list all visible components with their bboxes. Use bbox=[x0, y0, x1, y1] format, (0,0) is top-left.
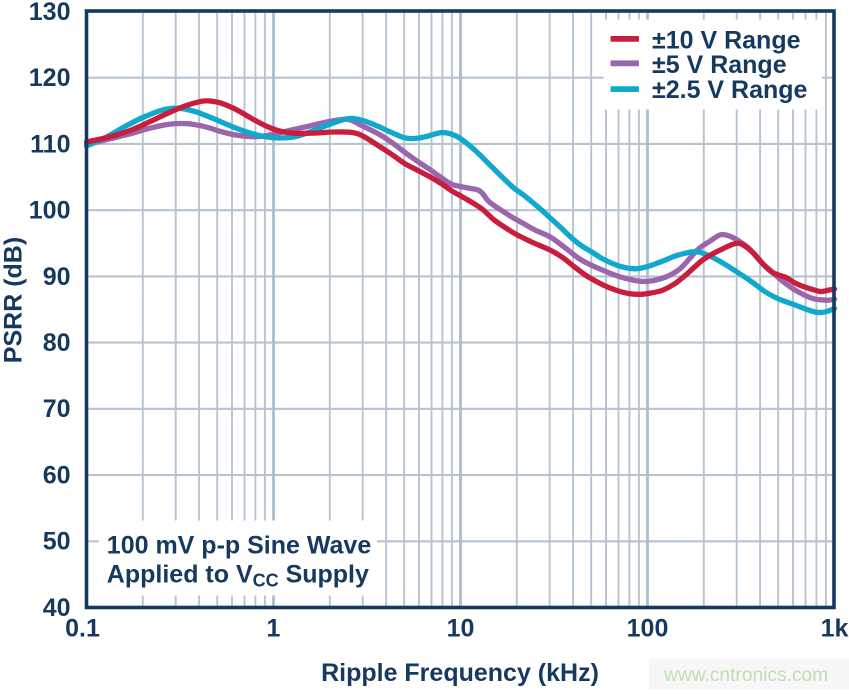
svg-text:±2.5 V Range: ±2.5 V Range bbox=[652, 76, 808, 104]
svg-text:±5 V Range: ±5 V Range bbox=[652, 51, 787, 79]
svg-text:100: 100 bbox=[627, 615, 669, 643]
svg-text:www.cntronics.com: www.cntronics.com bbox=[663, 665, 828, 686]
svg-text:Ripple Frequency (kHz): Ripple Frequency (kHz) bbox=[321, 659, 599, 687]
svg-text:±10 V Range: ±10 V Range bbox=[652, 26, 801, 54]
svg-text:60: 60 bbox=[43, 462, 71, 490]
svg-text:40: 40 bbox=[43, 594, 71, 622]
svg-text:70: 70 bbox=[43, 395, 71, 423]
svg-text:10: 10 bbox=[447, 615, 475, 643]
svg-text:Applied to VCC Supply: Applied to VCC Supply bbox=[107, 561, 369, 591]
svg-text:100: 100 bbox=[29, 197, 71, 225]
svg-text:1k: 1k bbox=[821, 615, 849, 643]
svg-text:0.1: 0.1 bbox=[65, 615, 100, 643]
svg-text:120: 120 bbox=[29, 64, 71, 92]
svg-text:50: 50 bbox=[43, 528, 71, 556]
svg-text:90: 90 bbox=[43, 263, 71, 291]
svg-text:130: 130 bbox=[29, 0, 71, 26]
svg-text:1: 1 bbox=[267, 615, 281, 643]
svg-text:110: 110 bbox=[30, 130, 70, 158]
svg-text:80: 80 bbox=[43, 329, 71, 357]
svg-text:100 mV p-p Sine Wave: 100 mV p-p Sine Wave bbox=[107, 532, 372, 560]
svg-text:PSRR (dB): PSRR (dB) bbox=[0, 237, 28, 363]
